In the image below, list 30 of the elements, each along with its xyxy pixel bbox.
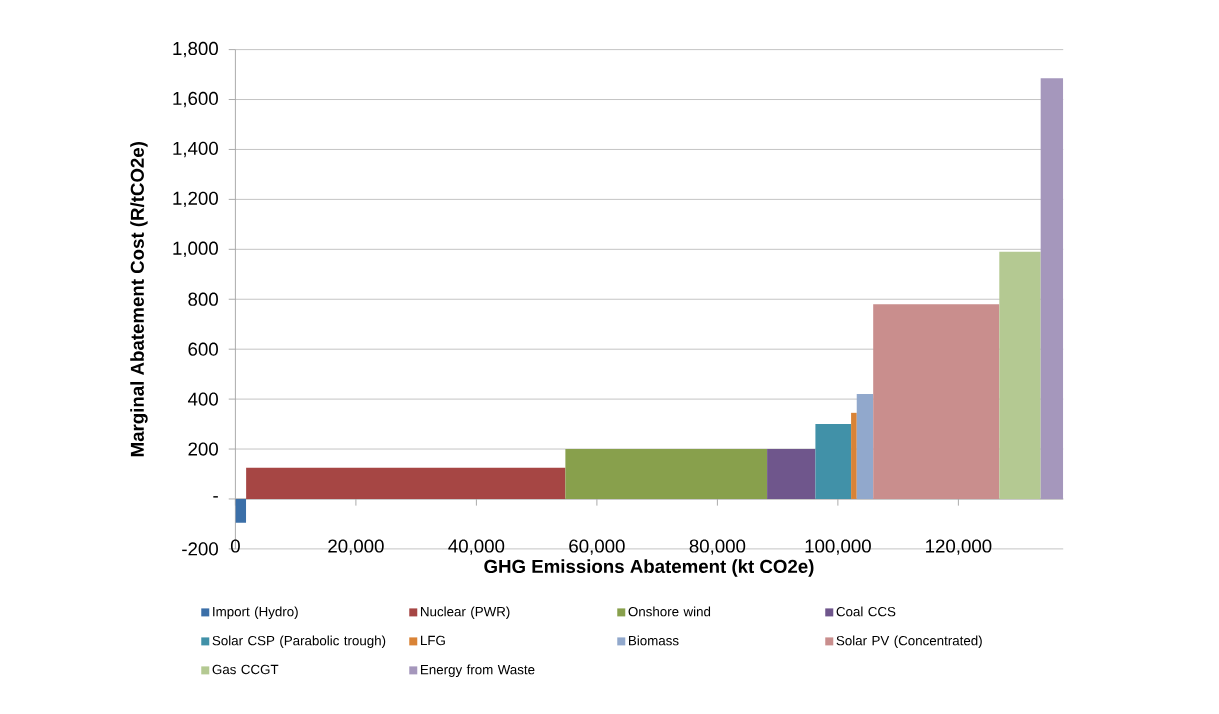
y-axis-title: Marginal Abatement Cost (R/tCO2e) (130, 142, 148, 457)
legend-label: LFG (421, 635, 445, 646)
y-tick-label: 1,000 (173, 241, 218, 258)
x-tick-label: 60,000 (569, 539, 625, 555)
legend-label: Solar CSP (Parabolic trough) (212, 635, 386, 648)
y-tick-label: 1,400 (173, 141, 218, 158)
y-tick-label: 1,600 (173, 91, 218, 108)
x-tick-label: 120,000 (926, 539, 992, 555)
y-tick-label: -200 (182, 542, 218, 556)
y-tick-label: - (213, 496, 218, 498)
x-tick-label: 40,000 (448, 539, 505, 555)
legend-label: Energy from Waste (421, 664, 535, 677)
y-tick-label: 1,200 (173, 191, 218, 208)
y-tick-label: 600 (188, 342, 218, 356)
x-tick-label: 0 (230, 539, 240, 553)
y-tick-label: 200 (188, 442, 218, 456)
legend-label: Import (Hydro) (213, 606, 298, 619)
legend-label: Nuclear (PWR) (421, 606, 510, 619)
y-tick-label: 1,800 (173, 41, 218, 58)
y-tick-label: 400 (187, 392, 218, 406)
x-axis-title: GHG Emissions Abatement (kt CO2e) (484, 559, 814, 577)
x-tick-label: 20,000 (328, 539, 384, 555)
legend-label: Biomass (629, 635, 679, 646)
y-tick-label: 800 (188, 292, 218, 306)
x-tick-label: 100,000 (805, 539, 871, 555)
legend-label: Solar PV (Concentrated) (836, 635, 982, 648)
legend-label: Coal CCS (836, 606, 896, 617)
legend-label: Gas CCGT (212, 664, 279, 675)
legend-label: Onshore wind (628, 606, 711, 617)
x-tick-label: 80,000 (689, 539, 746, 555)
